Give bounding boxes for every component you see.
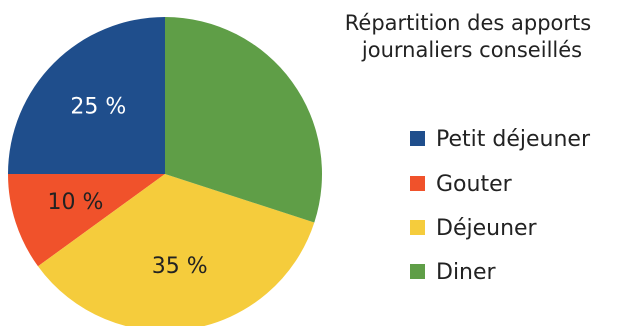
pie-label-dejeuner: 35 % — [152, 254, 208, 279]
legend: Petit déjeuner Gouter Déjeuner Diner — [410, 127, 591, 285]
pie-slice-dejeuner — [37, 174, 315, 326]
legend-swatch-gouter — [410, 176, 425, 191]
chart-title: Répartition des apports journaliers cons… — [345, 11, 591, 62]
legend-label-diner: Diner — [436, 260, 497, 285]
chart-title-line-1: Répartition des apports — [345, 11, 591, 35]
pie-slice-diner — [165, 17, 323, 223]
pie-slice-petit-dejeuner — [8, 17, 165, 174]
pie-label-gouter: 10 % — [47, 190, 103, 215]
pie-slice-gouter — [8, 174, 165, 267]
legend-swatch-diner — [410, 264, 425, 279]
legend-label-petit-dejeuner: Petit déjeuner — [436, 127, 591, 152]
pie-slices — [8, 17, 323, 326]
legend-swatch-dejeuner — [410, 220, 425, 235]
legend-swatch-petit-dejeuner — [410, 131, 425, 146]
legend-label-dejeuner: Déjeuner — [436, 216, 538, 241]
chart-title-line-2: journaliers conseillés — [361, 38, 582, 62]
pie-label-petit-dejeuner: 25 % — [70, 94, 126, 119]
legend-label-gouter: Gouter — [436, 172, 513, 197]
pie-slice-labels: 25 % 10 % 35 % — [47, 94, 207, 279]
